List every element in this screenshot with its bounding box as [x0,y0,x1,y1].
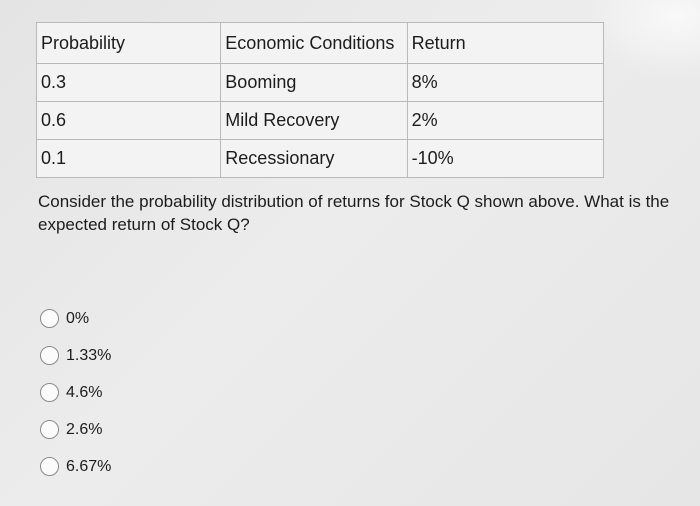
header-probability: Probability [35,22,222,64]
answer-option[interactable]: 0% [40,300,111,337]
cell-economic-condition: Recessionary [220,139,408,178]
header-economic-conditions: Economic Conditions [220,22,408,64]
radio-button[interactable] [40,457,59,476]
answer-option[interactable]: 2.6% [40,411,111,448]
answer-option-label: 4.6% [66,383,103,401]
radio-button[interactable] [40,420,59,439]
answer-option-label: 0% [66,309,90,327]
radio-button[interactable] [40,309,59,328]
cell-economic-condition: Booming [220,63,408,102]
table-row: 0.1 Recessionary -10% [35,139,605,178]
answer-options: 0% 1.33% 4.6% 2.6% 6.67% [40,300,111,485]
header-return: Return [406,22,605,64]
table-row: 0.6 Mild Recovery 2% [35,101,605,140]
radio-button[interactable] [40,383,59,402]
answer-option-label: 6.67% [66,457,112,475]
table-row: 0.3 Booming 8% [35,63,605,102]
radio-button[interactable] [40,346,59,365]
cell-probability: 0.6 [35,101,222,140]
cell-probability: 0.1 [35,139,222,178]
answer-option[interactable]: 6.67% [40,448,111,485]
cell-return: -10% [406,139,605,178]
answer-option[interactable]: 1.33% [40,337,111,374]
cell-probability: 0.3 [35,63,222,102]
cell-return: 2% [406,101,605,140]
cell-return: 8% [406,63,605,102]
answer-option-label: 2.6% [66,420,103,438]
table-header-row: Probability Economic Conditions Return [35,22,605,64]
cell-economic-condition: Mild Recovery [220,101,408,140]
question-text: Consider the probability distribution of… [38,192,670,234]
answer-option-label: 1.33% [66,346,112,364]
probability-distribution-table: Probability Economic Conditions Return 0… [35,22,605,178]
answer-option[interactable]: 4.6% [40,374,111,411]
